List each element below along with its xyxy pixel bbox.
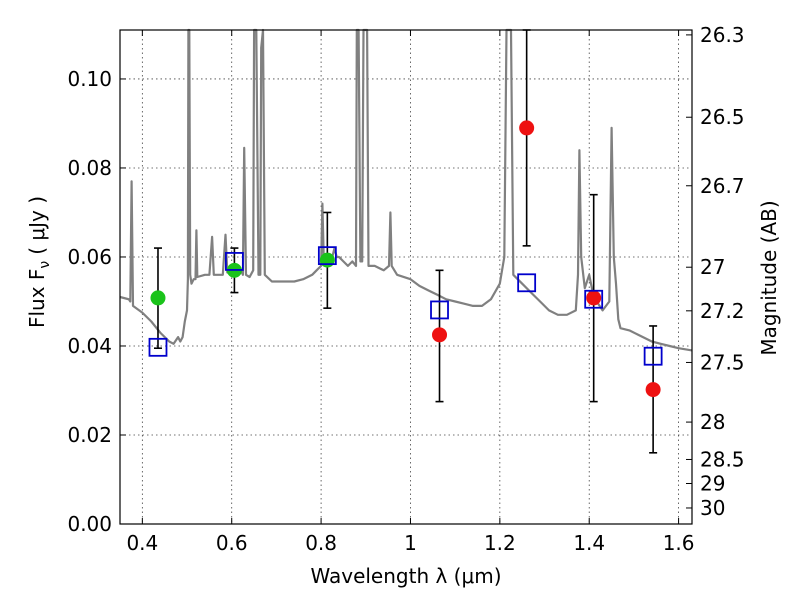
observed-point [432,327,448,343]
y-axis-label: Flux Fν ( μJy ) [25,196,53,328]
observed-point [150,290,166,306]
observed-point [645,382,661,398]
y-tick-label: 0.10 [67,67,112,91]
x-axis-label: Wavelength λ (μm) [310,564,501,588]
svg-text:Flux Fν( μJy ): Flux Fν ( μJy ) [25,196,53,328]
x-ticks: 0.4 0.6 0.8 1 1.2 1.4 1.6 [126,30,695,555]
spectrum-line [119,28,693,352]
right-tick-label: 26.3 [700,23,745,47]
x-tick-label: 1.2 [484,531,516,555]
right-tick-label: 27.2 [700,299,745,323]
right-tick-label: 29 [700,472,725,496]
observed-point [586,290,602,306]
model-photometry-points [148,246,663,366]
observed-point [519,120,535,136]
y-axis-label-unit: ( μJy ) [25,196,49,255]
model-photometry-square [584,289,604,309]
right-tick-label: 26.7 [700,174,745,198]
right-tick-label: 26.5 [700,105,745,129]
observed-point [319,252,335,268]
plot-frame [119,29,693,525]
y-tick-label: 0.04 [67,334,112,358]
y-ticks: 0.00 0.02 0.04 0.06 0.08 0.10 [67,67,126,536]
right-tick-label: 27.5 [700,350,745,374]
y-tick-label: 0.02 [67,423,112,447]
x-tick-label: 1.4 [573,531,605,555]
x-tick-label: 0.6 [216,531,248,555]
x-tick-label: 1.6 [663,531,695,555]
right-tick-label: 27 [700,255,725,279]
x-tick-label: 0.8 [305,531,337,555]
model-photometry-square [317,246,337,266]
y-axis-label-main: Flux F [25,269,49,328]
model-photometry-square [148,337,168,357]
model-spectrum [119,28,693,352]
x-tick-label: 0.4 [126,531,158,555]
model-photometry-square [643,346,663,366]
right-tick-label: 30 [700,496,725,520]
x-tick-label: 1 [404,531,417,555]
y-axis-label-sub: ν [37,261,53,269]
model-photometry-square [224,252,244,271]
right-tick-label: 28 [700,410,725,434]
right-tick-label: 28.5 [700,447,745,471]
y-tick-label: 0.08 [67,156,112,180]
y-tick-label: 0.00 [67,512,112,536]
model-photometry-square [517,273,537,293]
y-tick-label: 0.06 [67,245,112,269]
right-axis-label: Magnitude (AB) [757,200,781,355]
model-photometry-square [430,300,449,320]
